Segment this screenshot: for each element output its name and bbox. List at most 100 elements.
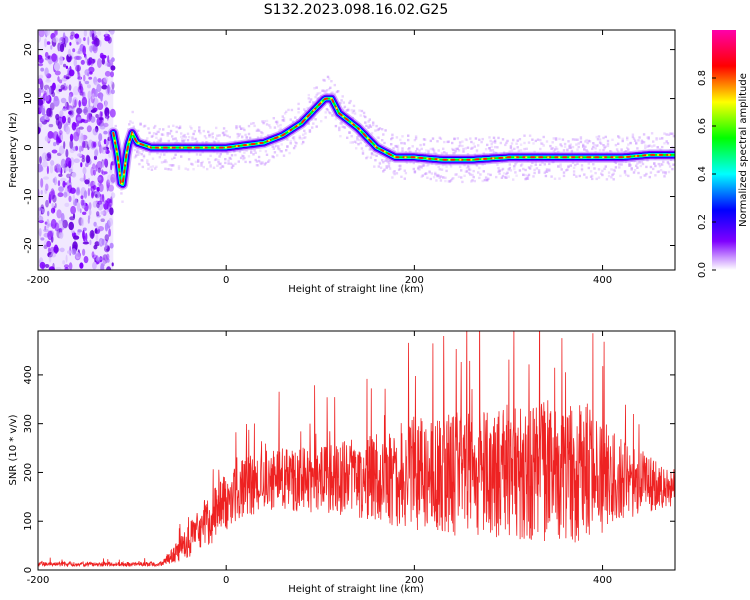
ridge-halo xyxy=(265,119,269,123)
ridge-halo xyxy=(257,129,261,132)
ridge-halo xyxy=(665,140,668,143)
ridge-halo xyxy=(522,173,525,177)
ridge-halo xyxy=(297,111,300,114)
noise-speck xyxy=(82,230,85,240)
ridge-halo xyxy=(136,151,139,154)
ridge-halo xyxy=(498,169,501,172)
ridge-halo xyxy=(603,167,606,171)
ridge-halo xyxy=(552,137,555,140)
noise-speck xyxy=(92,128,98,136)
noise-speck xyxy=(80,133,84,141)
noise-speck xyxy=(86,125,92,133)
ridge-halo xyxy=(571,138,575,141)
noise-speck xyxy=(89,230,95,239)
ridge-halo xyxy=(451,141,454,145)
ridge-halo xyxy=(252,153,255,156)
ridge-halo xyxy=(364,115,367,119)
ridge-halo xyxy=(655,138,658,141)
noise-speck xyxy=(110,71,114,78)
ridge-halo xyxy=(489,173,492,177)
ridge-halo xyxy=(477,171,480,174)
ridge-halo xyxy=(432,176,436,179)
ridge-halo xyxy=(522,167,525,171)
noise-speck xyxy=(50,252,57,258)
ridge-halo xyxy=(593,167,596,170)
ridge-halo xyxy=(428,171,431,174)
noise-speck xyxy=(107,84,110,94)
ridge-halo xyxy=(597,176,601,179)
ridge-halo xyxy=(628,164,631,167)
noise-speck xyxy=(52,37,59,43)
ridge-halo xyxy=(617,135,620,138)
ridge-halo xyxy=(542,135,545,139)
ridge-halo xyxy=(603,146,606,150)
ridge-halo xyxy=(134,153,138,157)
ridge-halo xyxy=(661,163,664,166)
ridge-halo xyxy=(324,116,327,119)
noise-speck xyxy=(74,99,77,108)
noise-speck xyxy=(94,88,98,98)
noise-speck xyxy=(77,229,82,233)
ridge-halo xyxy=(583,148,586,151)
ridge-halo xyxy=(509,145,513,148)
ridge-halo xyxy=(497,170,500,173)
ridge-halo xyxy=(282,119,286,122)
ridge-halo xyxy=(628,162,631,165)
ridge-halo xyxy=(276,120,279,123)
ridge-halo xyxy=(516,139,519,142)
ridge-halo xyxy=(355,147,358,150)
ridge-halo xyxy=(438,176,441,179)
ridge-halo xyxy=(385,166,388,170)
noise-speck xyxy=(44,93,50,102)
ridge-halo xyxy=(465,138,469,142)
noise-speck xyxy=(59,110,64,117)
ridge-halo xyxy=(172,124,175,127)
noise-speck xyxy=(106,112,109,121)
ridge-halo xyxy=(168,132,172,135)
ridge-halo xyxy=(195,153,199,156)
noise-speck xyxy=(62,32,66,39)
noise-speck xyxy=(73,58,78,67)
noise-speck xyxy=(57,164,62,173)
noise-speck xyxy=(86,155,91,164)
noise-speck xyxy=(87,36,90,46)
ridge-halo xyxy=(206,167,209,171)
noise-speck xyxy=(101,160,105,169)
ridge-halo xyxy=(361,150,365,153)
noise-speck xyxy=(51,53,57,62)
noise-speck xyxy=(40,116,45,122)
ridge-halo xyxy=(495,175,498,179)
ridge-halo xyxy=(136,148,139,151)
ridge-halo xyxy=(536,138,540,141)
ridge-halo xyxy=(445,165,448,168)
ridge-halo xyxy=(397,168,401,171)
noise-speck xyxy=(103,138,107,145)
ridge-halo xyxy=(466,165,470,168)
ridge-halo xyxy=(618,163,621,166)
ridge-halo xyxy=(297,107,300,110)
noise-speck xyxy=(78,136,84,143)
ridge-halo xyxy=(236,132,239,136)
ridge-halo xyxy=(493,141,497,144)
ridge-halo xyxy=(586,150,589,153)
noise-speck xyxy=(49,86,52,96)
ridge-halo xyxy=(235,125,238,128)
ridge-halo xyxy=(591,174,594,177)
ridge-halo xyxy=(639,164,642,168)
ridge-halo xyxy=(548,162,551,166)
ridge-halo xyxy=(606,139,610,143)
ridge-halo xyxy=(140,159,143,162)
noise-speck xyxy=(40,237,45,241)
ridge-halo xyxy=(623,171,627,175)
ridge-halo xyxy=(399,164,402,168)
ridge-halo xyxy=(265,153,269,156)
noise-speck xyxy=(52,178,56,183)
ridge-halo xyxy=(298,137,301,140)
ridge-halo xyxy=(348,101,351,105)
noise-speck xyxy=(74,33,80,39)
noise-speck xyxy=(46,107,52,117)
snr-frame xyxy=(37,330,676,571)
ridge-halo xyxy=(554,146,558,149)
ridge-halo xyxy=(611,173,614,177)
ridge-halo xyxy=(273,126,277,129)
